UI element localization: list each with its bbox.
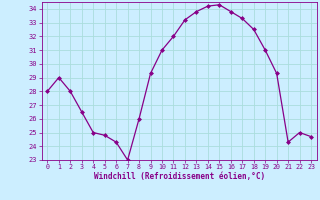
X-axis label: Windchill (Refroidissement éolien,°C): Windchill (Refroidissement éolien,°C)	[94, 172, 265, 181]
